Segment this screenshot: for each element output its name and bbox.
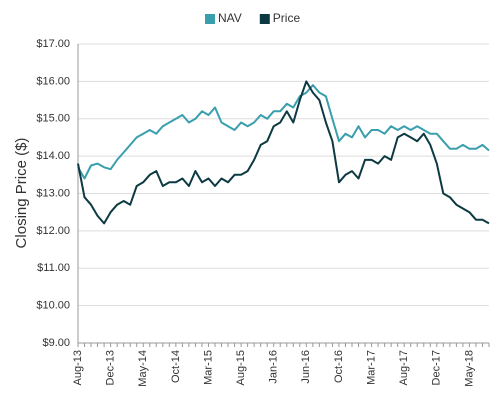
x-tick-label: Jun-16 (300, 350, 312, 384)
x-tick-label: Oct-14 (170, 350, 182, 383)
x-tick-label: Dec-13 (105, 350, 117, 385)
x-tick-label: May-14 (137, 350, 149, 387)
legend-swatch (259, 14, 270, 24)
y-tick-label: $14.00 (36, 150, 70, 162)
y-tick-label: $16.00 (36, 75, 70, 87)
x-tick-label: Mar-17 (365, 350, 377, 385)
legend-label: Price (273, 11, 301, 25)
legend-swatch (205, 14, 215, 24)
y-tick-label: $11.00 (37, 262, 70, 274)
series-line (77, 84, 490, 180)
x-tick-label: Dec-17 (431, 350, 443, 385)
x-tick-label: Aug-15 (235, 350, 247, 385)
y-tick-label: $17.00 (36, 38, 70, 50)
y-tick-label: $15.00 (36, 113, 70, 125)
y-tick-label: $10.00 (36, 300, 70, 312)
y-tick-label: $9.00 (42, 337, 70, 349)
series-line (77, 80, 490, 225)
x-tick-label: Aug-17 (398, 350, 410, 385)
y-tick-label: $12.00 (36, 225, 70, 237)
x-tick-label: Aug-13 (72, 350, 84, 385)
y-axis-title: Closing Price ($) (13, 138, 30, 249)
x-tick-label: Jan-16 (268, 350, 280, 384)
legend-label: NAV (218, 11, 242, 25)
x-tick-label: Mar-15 (202, 350, 214, 385)
y-tick-label: $13.00 (36, 187, 70, 199)
x-tick-label: Oct-16 (333, 350, 345, 383)
x-tick-label: May-18 (463, 350, 475, 387)
